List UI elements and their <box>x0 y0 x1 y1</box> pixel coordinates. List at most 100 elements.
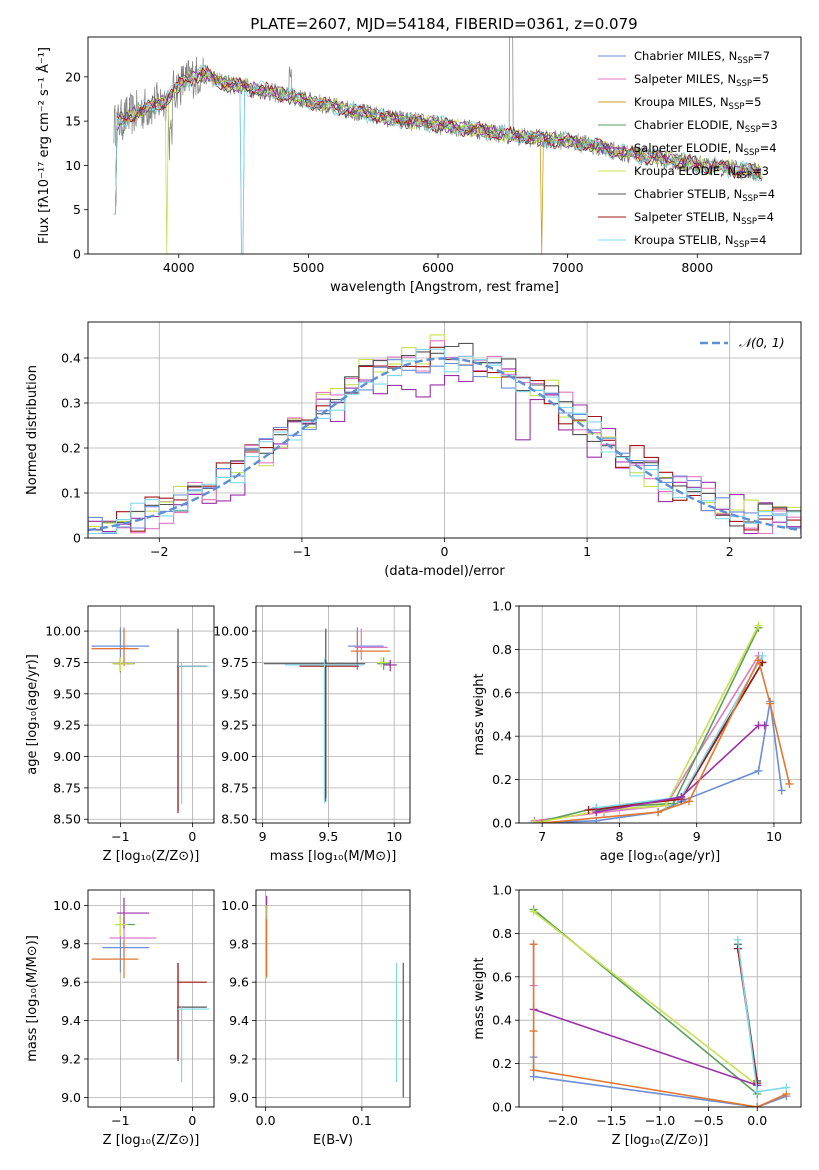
weight_vs_age-point-marker <box>661 801 670 810</box>
spectrum-legend-label: Kroupa STELIB, NSSP=4 <box>634 233 766 250</box>
age_vs_mass-xtick-label: 9.5 <box>318 829 338 844</box>
spectrum-frame <box>87 36 802 255</box>
mass_vs_Z-errorbar-point <box>114 914 128 937</box>
residuals-plot-area <box>88 334 801 535</box>
mass_vs_Z-plot-area <box>91 897 209 1083</box>
age_vs_Z-xtick-label: 0 <box>188 829 196 844</box>
residuals-ytick-label: 0 <box>73 531 81 546</box>
weight_vs_Z-axes: −2.0 −1.5 −1.0 −0.5 0.0 0.0 0.2 0.4 0.6 0.8 1.0 Z [… <box>472 883 802 1148</box>
weight_vs_age-series-line <box>534 625 760 823</box>
spectrum-legend: Chabrier MILES, NSSP=7 Salpeter MILES, NS… <box>598 49 778 250</box>
mass_vs_Z-xtick-label: 0 <box>188 1113 196 1128</box>
weight_vs_Z-ytick-label: 0.4 <box>492 1013 512 1028</box>
weight_vs_age-ytick-label: 1.0 <box>492 599 512 614</box>
spectrum-model-line <box>113 69 762 215</box>
residuals-ytick-label: 0.3 <box>61 396 81 411</box>
weight_vs_age-series-line <box>542 658 791 823</box>
age_vs_mass-ytick-label: 8.50 <box>221 812 249 827</box>
weight_vs_age-series-line <box>534 655 760 822</box>
mass_vs_Z-ytick-label: 9.8 <box>61 936 81 951</box>
residuals-xlabel: (data-model)/error <box>384 564 505 579</box>
weight_vs_Z-series-line <box>737 939 787 1093</box>
age_vs_mass-errorbar-point <box>377 657 391 670</box>
weight_vs_Z-plot-area <box>529 905 791 1107</box>
weight_vs_Z-ytick-label: 0.0 <box>492 1100 512 1115</box>
spectrum-xtick-label: 4000 <box>163 260 195 275</box>
age_vs_mass-errorbar-point <box>354 628 388 660</box>
mass_vs_Z-ylabel: mass [log₁₀(M/M⊙)] <box>25 935 40 1062</box>
weight_vs_Z-point-marker <box>529 907 538 916</box>
weight_vs_age-xlabel: age [log₁₀(age/yr)] <box>600 849 721 864</box>
weight_vs_age-point-marker <box>754 621 763 630</box>
mass_vs_ebv-ytick-label: 9.2 <box>229 1051 249 1066</box>
age_vs_mass-errorbar-point <box>284 658 364 803</box>
age_vs_Z-ytick-label: 9.00 <box>53 749 81 764</box>
age_vs_mass-axes: 9 9.5 10 8.50 8.75 9.00 9.25 9.50 9.75 10.00 mass … <box>213 605 411 864</box>
weight_vs_age-ytick-label: 0.2 <box>492 772 512 787</box>
mass_vs_Z-xtick-label: −1 <box>111 1113 129 1128</box>
age_vs_Z-plot-area <box>91 627 209 813</box>
age_vs_Z-xlabel: Z [log₁₀(Z/Z⊙)] <box>103 849 200 864</box>
spectrum-model-line <box>113 64 762 215</box>
age_vs_mass-frame <box>255 605 411 824</box>
age_vs_Z-ytick-label: 8.50 <box>53 812 81 827</box>
age_vs_Z-xtick-label: −1 <box>111 829 129 844</box>
residuals-xtick-label: 2 <box>726 544 734 559</box>
residuals-xtick-label: −1 <box>293 544 311 559</box>
age_vs_mass-xlabel: mass [log₁₀(M/M⊙)] <box>270 849 397 864</box>
mass_vs_Z-ytick-label: 9.6 <box>61 975 81 990</box>
spectrum-ytick-label: 15 <box>65 114 81 129</box>
weight_vs_age-point-marker <box>754 766 763 775</box>
weight_vs_Z-ytick-label: 1.0 <box>492 883 512 898</box>
weight_vs_age-ytick-label: 0.4 <box>492 729 512 744</box>
weight_vs_Z-ylabel: mass weight <box>472 957 487 1039</box>
spectrum-ylabel: Flux [fλ10⁻¹⁷ erg cm⁻² s⁻¹ Å⁻¹] <box>36 47 52 244</box>
spectrum-legend-label: Chabrier MILES, NSSP=7 <box>634 49 770 66</box>
residuals-legend-label: 𝒩(0, 1) <box>739 335 785 350</box>
weight_vs_Z-series-line <box>533 911 758 1086</box>
age_vs_mass-ytick-label: 8.75 <box>221 780 249 795</box>
mass_vs_ebv-frame <box>255 889 411 1108</box>
age_vs_Z-ytick-label: 9.75 <box>53 655 81 670</box>
spectrum-legend-label: Chabrier ELODIE, NSSP=3 <box>634 118 778 135</box>
mass_vs_ebv-xtick-label: 0.1 <box>352 1113 372 1128</box>
mass_vs_Z-errorbar-point <box>178 1007 209 1083</box>
weight_vs_age-xtick-label: 7 <box>538 829 546 844</box>
weight_vs_age-plot-area <box>530 621 794 823</box>
weight_vs_age-xtick-label: 9 <box>693 829 701 844</box>
mass_vs_ebv-plot-area <box>265 895 404 1098</box>
age_vs_Z-ytick-label: 8.75 <box>53 780 81 795</box>
spectrum-xtick-label: 8000 <box>681 260 713 275</box>
weight_vs_age-xtick-label: 10 <box>766 829 782 844</box>
age_vs_mass-ytick-label: 9.00 <box>221 749 249 764</box>
age_vs_Z-errorbar-point <box>114 657 132 672</box>
weight_vs_age-point-marker <box>760 721 769 730</box>
residuals-ytick-label: 0.2 <box>61 441 81 456</box>
weight_vs_age-ytick-label: 0.6 <box>492 685 512 700</box>
spectrum-ytick-label: 20 <box>65 69 81 84</box>
age_vs_Z-axes: −1 0 8.50 8.75 9.00 9.25 9.50 9.75 10.00 Z [log₁₀… <box>25 605 215 864</box>
weight_vs_age-point-marker <box>654 808 663 817</box>
spectrum-ytick-label: 10 <box>65 158 81 173</box>
weight_vs_age-ytick-label: 0.8 <box>492 642 512 657</box>
age_vs_mass-errorbar-point <box>263 628 366 802</box>
weight_vs_age-axes: 7 8 9 10 0.0 0.2 0.4 0.6 0.8 1.0 age [log₁₀(age/yr… <box>472 599 802 864</box>
residuals-hist-line <box>88 348 801 535</box>
spectrum-legend-label: Kroupa ELODIE, NSSP=3 <box>634 164 769 181</box>
mass_vs_ebv-xtick-label: 0.0 <box>256 1113 276 1128</box>
spectrum-plot-area <box>113 37 763 254</box>
weight_vs_Z-xtick-label: −1.0 <box>645 1113 675 1128</box>
weight_vs_Z-point-marker <box>753 1103 762 1107</box>
weight_vs_age-point-marker <box>592 808 601 817</box>
mass_vs_Z-ytick-label: 9.2 <box>61 1051 81 1066</box>
weight_vs_Z-frame <box>518 889 802 1108</box>
age_vs_mass-xtick-label: 10 <box>386 829 402 844</box>
mass_vs_Z-errorbar-point <box>177 962 207 1059</box>
weight_vs_age-frame <box>518 605 802 824</box>
mass_vs_ebv-xlabel: E(B-V) <box>313 1133 353 1148</box>
weight_vs_age-point-marker <box>584 805 593 814</box>
spectrum-ytick-label: 0 <box>73 247 81 262</box>
mass_vs_Z-errorbar-point <box>102 928 150 973</box>
